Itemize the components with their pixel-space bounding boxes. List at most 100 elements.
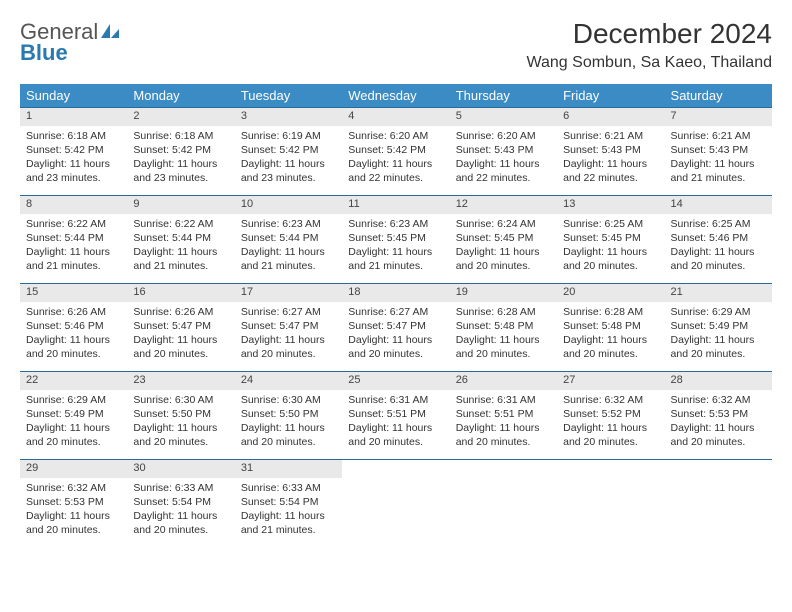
sunset-line: Sunset: 5:44 PM	[241, 231, 336, 245]
daylight-line: Daylight: 11 hours and 23 minutes.	[133, 157, 228, 185]
sunrise-line: Sunrise: 6:31 AM	[348, 393, 443, 407]
day-number: 16	[127, 284, 234, 302]
day-number: 5	[450, 108, 557, 126]
empty-cell	[342, 478, 449, 548]
sunset-line: Sunset: 5:47 PM	[241, 319, 336, 333]
sunrise-line: Sunrise: 6:19 AM	[241, 129, 336, 143]
sunset-line: Sunset: 5:42 PM	[348, 143, 443, 157]
sunset-line: Sunset: 5:45 PM	[563, 231, 658, 245]
daylight-line: Daylight: 11 hours and 22 minutes.	[348, 157, 443, 185]
weekday-header: Thursday	[450, 84, 557, 108]
sunset-line: Sunset: 5:49 PM	[26, 407, 121, 421]
empty-cell	[665, 460, 772, 478]
daylight-line: Daylight: 11 hours and 21 minutes.	[133, 245, 228, 273]
day-number: 6	[557, 108, 664, 126]
day-info: Sunrise: 6:23 AMSunset: 5:45 PMDaylight:…	[342, 214, 449, 284]
day-info: Sunrise: 6:27 AMSunset: 5:47 PMDaylight:…	[235, 302, 342, 372]
day-number: 15	[20, 284, 127, 302]
daylight-line: Daylight: 11 hours and 20 minutes.	[563, 421, 658, 449]
sunrise-line: Sunrise: 6:28 AM	[456, 305, 551, 319]
day-info: Sunrise: 6:24 AMSunset: 5:45 PMDaylight:…	[450, 214, 557, 284]
daylight-line: Daylight: 11 hours and 21 minutes.	[26, 245, 121, 273]
sunset-line: Sunset: 5:43 PM	[671, 143, 766, 157]
sunset-line: Sunset: 5:50 PM	[241, 407, 336, 421]
sunset-line: Sunset: 5:48 PM	[456, 319, 551, 333]
day-number: 2	[127, 108, 234, 126]
day-info: Sunrise: 6:30 AMSunset: 5:50 PMDaylight:…	[235, 390, 342, 460]
sunset-line: Sunset: 5:46 PM	[671, 231, 766, 245]
empty-cell	[557, 478, 664, 548]
daylight-line: Daylight: 11 hours and 20 minutes.	[241, 333, 336, 361]
sunset-line: Sunset: 5:53 PM	[671, 407, 766, 421]
sunrise-line: Sunrise: 6:25 AM	[563, 217, 658, 231]
day-info: Sunrise: 6:23 AMSunset: 5:44 PMDaylight:…	[235, 214, 342, 284]
daylight-line: Daylight: 11 hours and 20 minutes.	[133, 509, 228, 537]
daylight-line: Daylight: 11 hours and 22 minutes.	[563, 157, 658, 185]
calendar-header: SundayMondayTuesdayWednesdayThursdayFrid…	[20, 84, 772, 108]
sunset-line: Sunset: 5:42 PM	[241, 143, 336, 157]
sunrise-line: Sunrise: 6:22 AM	[133, 217, 228, 231]
sunset-line: Sunset: 5:44 PM	[133, 231, 228, 245]
day-number: 30	[127, 460, 234, 478]
day-number: 13	[557, 196, 664, 214]
day-number: 23	[127, 372, 234, 390]
logo-text: General Blue	[20, 22, 120, 64]
sunrise-line: Sunrise: 6:20 AM	[456, 129, 551, 143]
sunrise-line: Sunrise: 6:18 AM	[133, 129, 228, 143]
sunrise-line: Sunrise: 6:26 AM	[26, 305, 121, 319]
daylight-line: Daylight: 11 hours and 23 minutes.	[241, 157, 336, 185]
sunrise-line: Sunrise: 6:33 AM	[133, 481, 228, 495]
weekday-header: Monday	[127, 84, 234, 108]
sunset-line: Sunset: 5:43 PM	[563, 143, 658, 157]
weekday-header: Wednesday	[342, 84, 449, 108]
day-info: Sunrise: 6:25 AMSunset: 5:46 PMDaylight:…	[665, 214, 772, 284]
day-info: Sunrise: 6:27 AMSunset: 5:47 PMDaylight:…	[342, 302, 449, 372]
day-number: 17	[235, 284, 342, 302]
weekday-header: Tuesday	[235, 84, 342, 108]
daylight-line: Daylight: 11 hours and 20 minutes.	[456, 245, 551, 273]
sunrise-line: Sunrise: 6:25 AM	[671, 217, 766, 231]
daylight-line: Daylight: 11 hours and 23 minutes.	[26, 157, 121, 185]
day-info: Sunrise: 6:19 AMSunset: 5:42 PMDaylight:…	[235, 126, 342, 196]
title-block: December 2024 Wang Sombun, Sa Kaeo, Thai…	[527, 18, 773, 72]
day-info: Sunrise: 6:32 AMSunset: 5:53 PMDaylight:…	[20, 478, 127, 548]
day-number: 22	[20, 372, 127, 390]
weekday-header: Saturday	[665, 84, 772, 108]
sunrise-line: Sunrise: 6:23 AM	[241, 217, 336, 231]
sunrise-line: Sunrise: 6:23 AM	[348, 217, 443, 231]
day-number: 4	[342, 108, 449, 126]
header: General Blue December 2024 Wang Sombun, …	[20, 18, 772, 72]
sunrise-line: Sunrise: 6:27 AM	[348, 305, 443, 319]
sunrise-line: Sunrise: 6:18 AM	[26, 129, 121, 143]
sunset-line: Sunset: 5:54 PM	[241, 495, 336, 509]
daylight-line: Daylight: 11 hours and 21 minutes.	[348, 245, 443, 273]
day-number: 20	[557, 284, 664, 302]
daylight-line: Daylight: 11 hours and 20 minutes.	[26, 333, 121, 361]
day-info: Sunrise: 6:26 AMSunset: 5:46 PMDaylight:…	[20, 302, 127, 372]
day-info: Sunrise: 6:30 AMSunset: 5:50 PMDaylight:…	[127, 390, 234, 460]
empty-cell	[450, 478, 557, 548]
sunrise-line: Sunrise: 6:22 AM	[26, 217, 121, 231]
daylight-line: Daylight: 11 hours and 20 minutes.	[563, 245, 658, 273]
daylight-line: Daylight: 11 hours and 21 minutes.	[671, 157, 766, 185]
day-number: 14	[665, 196, 772, 214]
sunrise-line: Sunrise: 6:30 AM	[241, 393, 336, 407]
empty-cell	[342, 460, 449, 478]
day-number: 10	[235, 196, 342, 214]
month-title: December 2024	[527, 18, 773, 50]
day-info: Sunrise: 6:22 AMSunset: 5:44 PMDaylight:…	[127, 214, 234, 284]
day-info: Sunrise: 6:28 AMSunset: 5:48 PMDaylight:…	[450, 302, 557, 372]
sunset-line: Sunset: 5:51 PM	[348, 407, 443, 421]
day-number: 19	[450, 284, 557, 302]
sunset-line: Sunset: 5:42 PM	[26, 143, 121, 157]
sail-icon	[100, 19, 120, 44]
sunset-line: Sunset: 5:54 PM	[133, 495, 228, 509]
day-info: Sunrise: 6:26 AMSunset: 5:47 PMDaylight:…	[127, 302, 234, 372]
sunset-line: Sunset: 5:47 PM	[133, 319, 228, 333]
sunrise-line: Sunrise: 6:26 AM	[133, 305, 228, 319]
sunset-line: Sunset: 5:50 PM	[133, 407, 228, 421]
sunrise-line: Sunrise: 6:32 AM	[563, 393, 658, 407]
day-number: 11	[342, 196, 449, 214]
sunrise-line: Sunrise: 6:20 AM	[348, 129, 443, 143]
location: Wang Sombun, Sa Kaeo, Thailand	[527, 54, 773, 72]
